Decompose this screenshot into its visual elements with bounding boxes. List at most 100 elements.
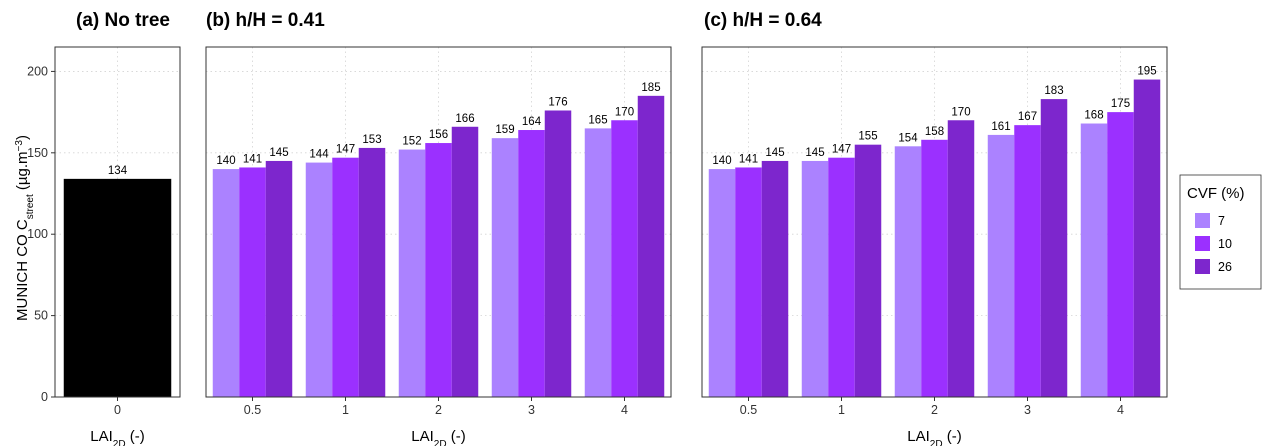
x-axis-label-sub: 2D: [434, 439, 447, 446]
bar-value-label: 140: [712, 155, 731, 167]
bar-value-label: 166: [455, 113, 474, 125]
x-tick-label: 4: [1117, 403, 1124, 417]
y-axis-label-sub: street: [25, 194, 36, 219]
bar-c-3-cvf-26: [1040, 99, 1068, 398]
y-axis-title: MUNICH CO Cstreet (µg.m−3): [14, 135, 36, 321]
x-axis-label-rest: (-): [126, 428, 145, 445]
bar-b-0.5-cvf-10: [239, 167, 266, 397]
bar-b-1-cvf-10: [332, 157, 359, 397]
bar-value-label: 164: [522, 116, 542, 128]
panel-a: 134 0: [54, 46, 181, 417]
bar-c-1-cvf-7: [801, 160, 829, 397]
x-tick-label: 0.5: [740, 403, 757, 417]
x-tick-label: 0.5: [244, 403, 261, 417]
panel-c: 140 141 145 0.5 145 147 155 1 154 158 170 2 161 167 18…: [701, 46, 1168, 417]
bar-value-label: 158: [925, 126, 944, 138]
bar-value-label: 167: [1018, 111, 1037, 123]
y-axis-label-unit-close: ): [14, 135, 31, 140]
x-tick-label: 2: [435, 403, 442, 417]
bar-value-label: 165: [588, 114, 607, 126]
bar-value-label: 168: [1084, 110, 1103, 122]
bar-c-4-cvf-7: [1080, 123, 1108, 397]
legend-box: [1179, 174, 1262, 290]
y-tick-label: 0: [41, 390, 48, 404]
bar-value-label: 144: [309, 149, 329, 161]
y-tick-label: 150: [27, 146, 48, 160]
bar-value-label: 145: [765, 147, 784, 159]
x-tick-label: 2: [931, 403, 938, 417]
x-axis-label-sub: 2D: [113, 439, 126, 446]
bar-value-label: 155: [858, 131, 877, 143]
legend-swatch-10: [1195, 236, 1210, 251]
bar-b-1-cvf-26: [358, 147, 386, 397]
bar-value-label: 141: [243, 153, 262, 165]
x-axis-title-a: LAI2D (-): [90, 428, 144, 446]
x-axis-title-b: LAI2D (-): [411, 428, 465, 446]
bar-value-label: 185: [641, 82, 660, 94]
panel-b: 140 141 145 0.5 144 147 153 1 152 156 166 2 159 164 17…: [205, 46, 672, 417]
bar-value-label: 156: [429, 129, 448, 141]
bar-value-label: 183: [1044, 85, 1063, 97]
y-tick-label: 50: [34, 309, 48, 323]
y-axis-label-sup: −3: [14, 140, 25, 152]
panel-b-title: (b) h/H = 0.41: [206, 10, 325, 31]
legend-swatch-7: [1195, 213, 1210, 228]
bar-value-label: 195: [1137, 66, 1156, 78]
bar-value-label: 176: [548, 96, 567, 108]
legend-label-7: 7: [1218, 214, 1225, 228]
y-axis: 0 50 100 150 200: [27, 64, 55, 404]
bar-c-0.5-cvf-7: [708, 169, 736, 397]
bar-value-label: 159: [495, 124, 514, 136]
bar-value-label: 141: [739, 153, 758, 165]
legend-title: CVF (%): [1187, 185, 1245, 202]
bar-value-label: 140: [216, 155, 235, 167]
x-axis-label-main: LAI: [907, 428, 930, 445]
y-tick-label: 100: [27, 227, 48, 241]
bar-value-label: 154: [898, 132, 918, 144]
bar-c-3-cvf-7: [987, 134, 1015, 397]
panel-frame: [205, 46, 672, 398]
x-axis-label-sub: 2D: [930, 439, 943, 446]
legend-label-10: 10: [1218, 237, 1232, 251]
bar-c-0.5-cvf-26: [761, 160, 789, 397]
panel-c-title: (c) h/H = 0.64: [704, 10, 822, 31]
panel-a-title: (a) No tree: [76, 10, 170, 31]
bar-value-label: 145: [269, 147, 288, 159]
bar-b-4-cvf-26: [637, 95, 665, 397]
bar-b-0.5-cvf-7: [212, 169, 240, 397]
bar-c-0.5-cvf-10: [735, 167, 762, 397]
x-axis-label-rest: (-): [447, 428, 466, 445]
bar-b-2-cvf-26: [451, 126, 479, 397]
bar-a-0: [63, 178, 172, 397]
panel-frame: [54, 46, 181, 398]
bar-c-4-cvf-26: [1133, 79, 1161, 397]
bar-c-3-cvf-10: [1014, 125, 1041, 398]
y-axis-label-main: MUNICH CO C: [14, 219, 31, 321]
bar-b-1-cvf-7: [305, 162, 333, 397]
bar-value-label: 152: [402, 136, 421, 148]
x-tick-label: 4: [621, 403, 628, 417]
x-tick-label: 3: [1024, 403, 1031, 417]
bar-value-label: 145: [805, 147, 824, 159]
bar-c-2-cvf-7: [894, 146, 922, 397]
x-tick-label: 0: [114, 403, 121, 417]
bar-b-4-cvf-7: [584, 128, 612, 397]
legend-label-26: 26: [1218, 260, 1232, 274]
bar-b-3-cvf-26: [544, 110, 572, 397]
panel-frame: [701, 46, 1168, 398]
x-axis-label-rest: (-): [943, 428, 962, 445]
bar-b-3-cvf-10: [518, 130, 545, 397]
bar-value-label: 161: [991, 121, 1010, 133]
legend-swatch-26: [1195, 259, 1210, 274]
x-axis-title-c: LAI2D (-): [907, 428, 961, 446]
bar-c-2-cvf-26: [947, 120, 975, 398]
bar-b-0.5-cvf-26: [265, 160, 293, 397]
x-axis-label-main: LAI: [411, 428, 434, 445]
bar-b-4-cvf-10: [611, 120, 638, 398]
bar-c-2-cvf-10: [921, 139, 948, 397]
legend: CVF (%) 7 10 26: [1179, 174, 1262, 290]
bar-value-label: 170: [951, 106, 970, 118]
bar-b-2-cvf-7: [398, 149, 426, 397]
bar-c-1-cvf-10: [828, 157, 855, 397]
